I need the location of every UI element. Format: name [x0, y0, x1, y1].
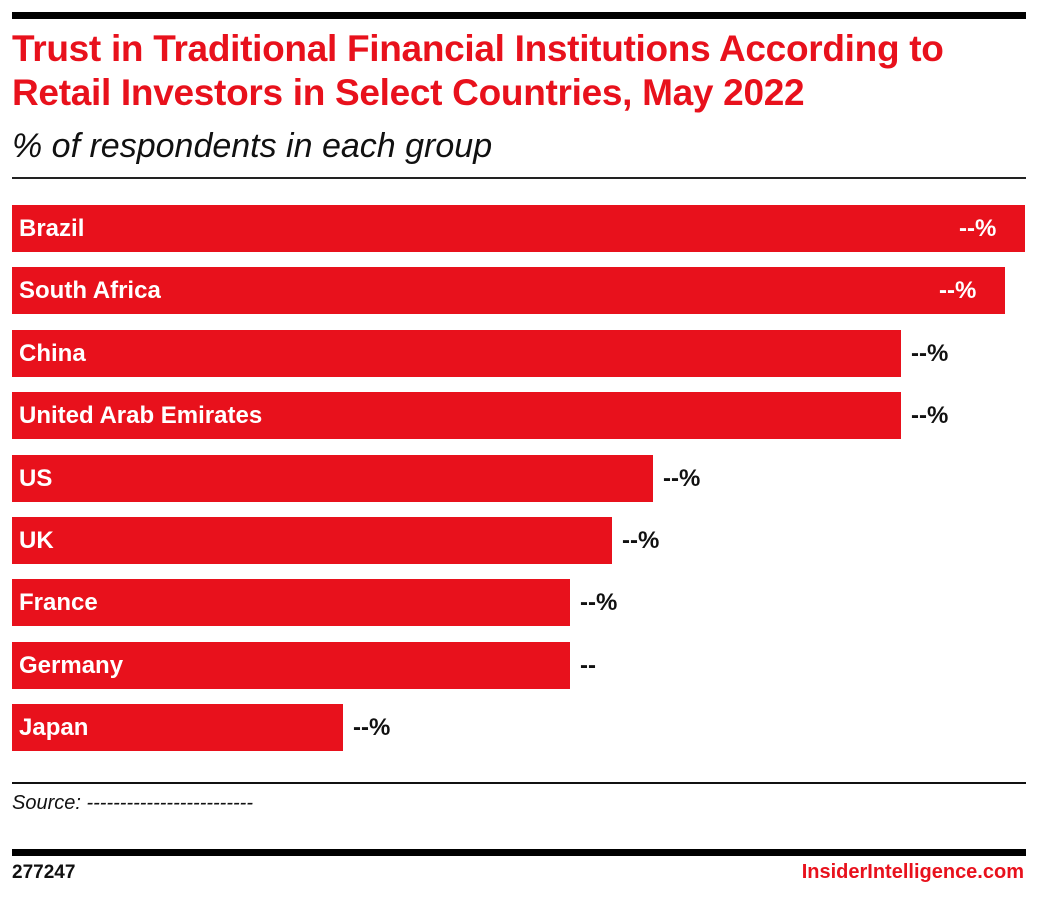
bar	[12, 205, 1025, 252]
bar-value-label: --%	[911, 402, 949, 430]
bar-row: Japan --%	[12, 704, 1026, 752]
bar	[12, 267, 1005, 315]
chart-subtitle: % of respondents in each group	[12, 127, 493, 165]
bottom-rule	[12, 849, 1026, 856]
bar-category-label: US	[19, 464, 53, 492]
bar	[12, 329, 901, 377]
bar	[12, 454, 653, 502]
bar-row: United Arab Emirates --%	[12, 392, 1026, 440]
bar	[12, 641, 570, 689]
bar-row: UK --%	[12, 517, 1026, 564]
source-note: Source: -------------------------	[12, 792, 253, 814]
subtitle-rule	[12, 177, 1026, 179]
bar	[12, 517, 612, 564]
chart-id: 277247	[12, 862, 76, 883]
bar-category-label: Japan	[19, 714, 89, 742]
bar-category-label: United Arab Emirates	[19, 402, 263, 430]
bar-value-label: --%	[663, 464, 701, 492]
bar-category-label: France	[19, 589, 98, 617]
brand-link[interactable]: InsiderIntelligence.com	[801, 861, 1024, 883]
bar-value-label: --%	[580, 589, 618, 617]
bar-row: Brazil --%	[12, 205, 1026, 252]
bar-category-label: South Africa	[19, 277, 161, 305]
bar-category-label: Germany	[19, 651, 124, 679]
bar-row: China --%	[12, 329, 1026, 377]
top-rule	[12, 12, 1026, 19]
bar-category-label: China	[19, 339, 86, 367]
bar-row: France --%	[12, 579, 1026, 627]
bar-value-label: --%	[939, 277, 977, 305]
chart-title: Trust in Traditional Financial Instituti…	[12, 28, 944, 113]
bar-row: Germany --	[12, 641, 1026, 689]
bar-row: South Africa --%	[12, 267, 1026, 315]
bar-value-label: --%	[353, 714, 391, 742]
bar-value-label: --%	[959, 215, 997, 242]
bar-value-label: --%	[911, 339, 949, 367]
bar	[12, 579, 570, 627]
source-rule	[12, 782, 1026, 784]
bar	[12, 704, 343, 752]
bar-category-label: Brazil	[19, 215, 85, 242]
bar	[12, 392, 901, 440]
bar-category-label: UK	[19, 527, 54, 554]
bar-value-label: --	[580, 651, 596, 679]
bar-row: US --%	[12, 454, 1026, 502]
bar-value-label: --%	[622, 527, 660, 554]
